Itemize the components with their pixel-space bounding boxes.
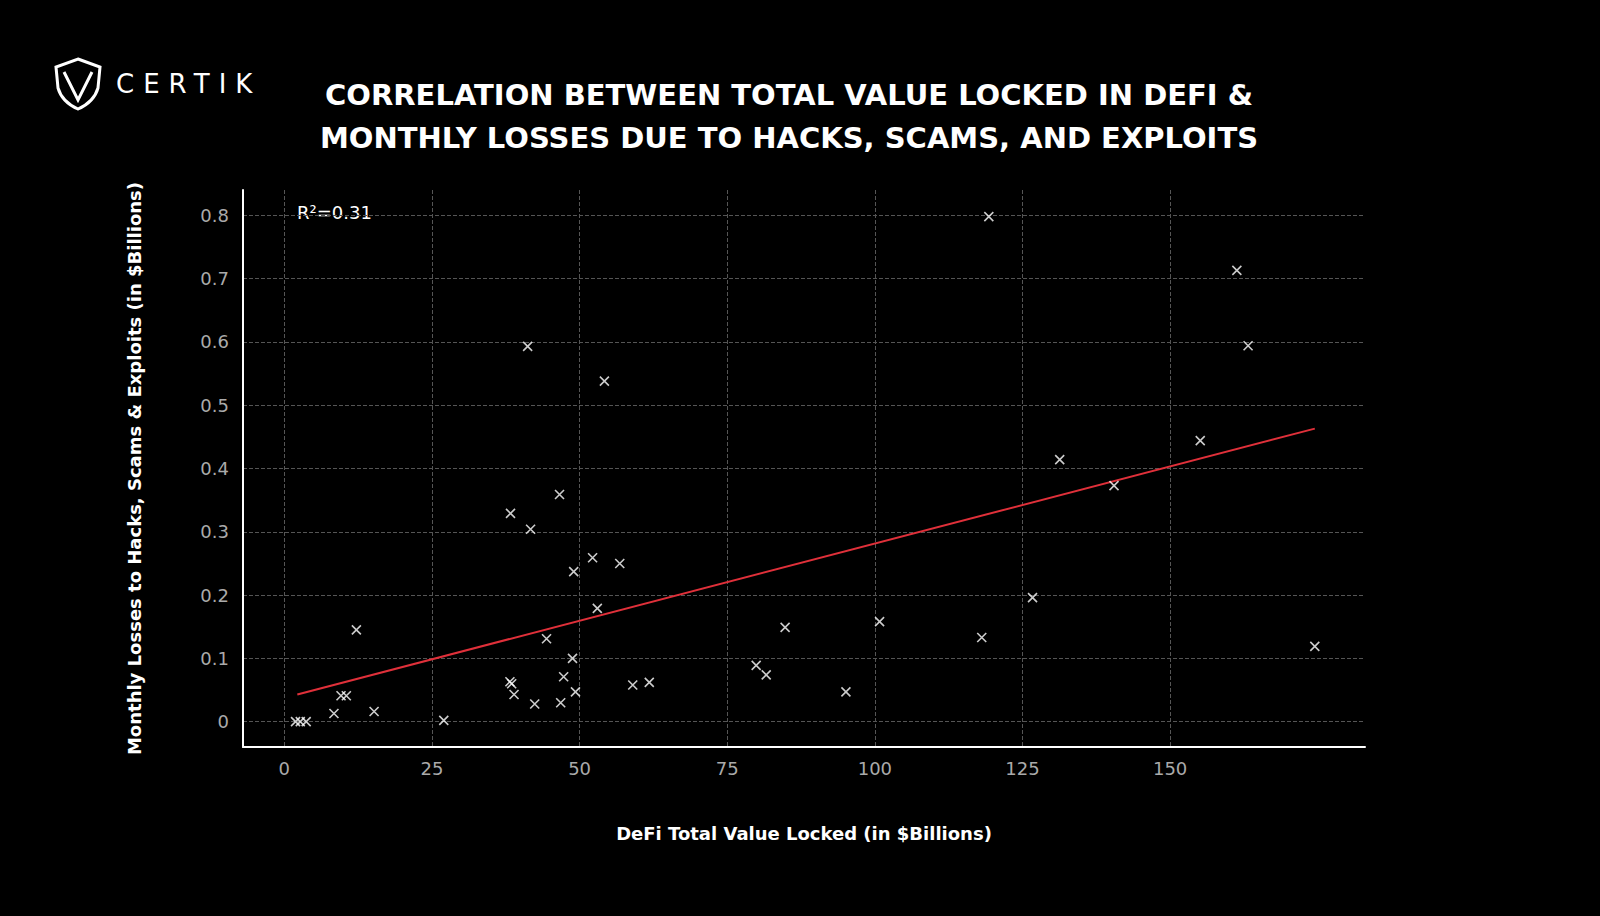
svg-text:0.1: 0.1 — [200, 648, 229, 669]
svg-text:25: 25 — [421, 758, 444, 779]
svg-text:150: 150 — [1153, 758, 1187, 779]
svg-text:125: 125 — [1005, 758, 1039, 779]
svg-text:DeFi Total Value Locked (in $B: DeFi Total Value Locked (in $Billions) — [616, 823, 992, 844]
svg-text:75: 75 — [716, 758, 739, 779]
svg-text:50: 50 — [568, 758, 591, 779]
svg-text:0.6: 0.6 — [200, 331, 229, 352]
svg-text:0: 0 — [218, 711, 229, 732]
svg-text:0.5: 0.5 — [200, 395, 229, 416]
svg-text:0: 0 — [279, 758, 290, 779]
svg-text:CORRELATION BETWEEN TOTAL VALU: CORRELATION BETWEEN TOTAL VALUE LOCKED I… — [325, 78, 1253, 112]
svg-text:R²=0.31: R²=0.31 — [297, 202, 372, 223]
svg-text:Monthly Losses to Hacks, Scams: Monthly Losses to Hacks, Scams & Exploit… — [124, 182, 145, 755]
svg-text:0.7: 0.7 — [200, 268, 229, 289]
svg-text:100: 100 — [858, 758, 892, 779]
svg-text:0.4: 0.4 — [200, 458, 229, 479]
svg-text:0.2: 0.2 — [200, 585, 229, 606]
svg-text:0.8: 0.8 — [200, 205, 229, 226]
html-text:CERTIK: CERTIK — [116, 69, 262, 99]
svg-text:0.3: 0.3 — [200, 521, 229, 542]
svg-text:MONTHLY LOSSES DUE TO HACKS, S: MONTHLY LOSSES DUE TO HACKS, SCAMS, AND … — [320, 121, 1258, 155]
